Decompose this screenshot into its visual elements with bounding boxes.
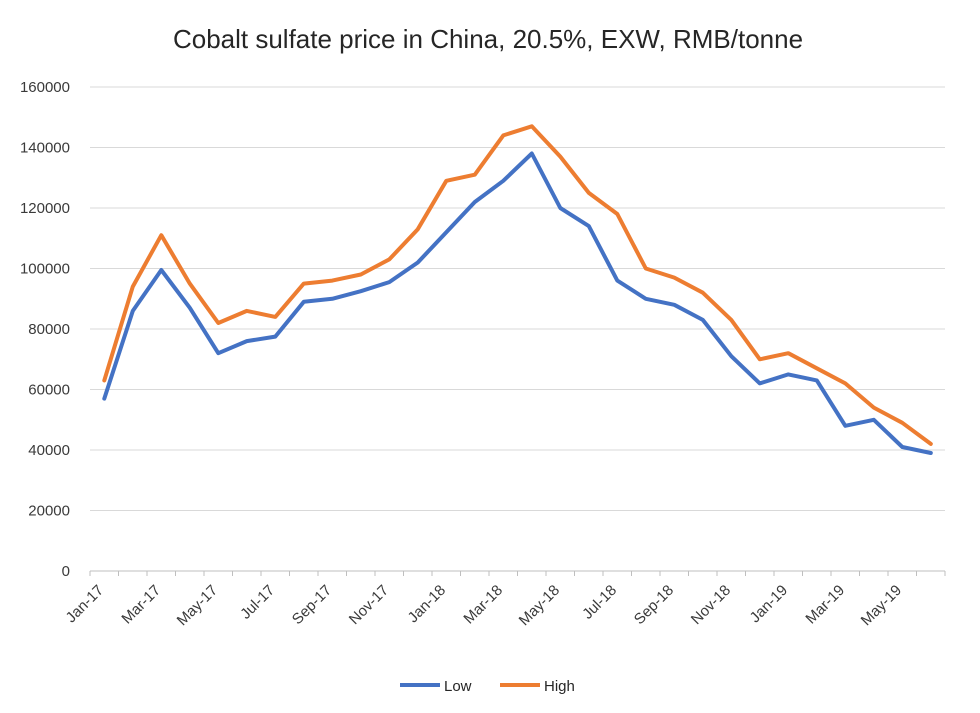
- legend: Low High: [400, 678, 575, 695]
- y-tick-label: 0: [62, 563, 70, 580]
- y-tick-label: 160000: [20, 79, 70, 96]
- x-tick-label: Mar-18: [460, 582, 506, 628]
- x-tick-label: Mar-17: [118, 582, 164, 628]
- y-tick-label: 60000: [28, 382, 70, 399]
- x-tick-label: Nov-17: [346, 582, 392, 628]
- chart-title: Cobalt sulfate price in China, 20.5%, EX…: [173, 24, 803, 54]
- y-axis: 0 20000 40000 60000 80000 100000 120000 140000 1…: [20, 79, 70, 580]
- y-tick-label: 140000: [20, 140, 70, 157]
- x-tick-label: May-19: [858, 582, 905, 629]
- x-tick-label: Mar-19: [802, 582, 848, 628]
- x-axis: Jan-17 Mar-17 May-17 Jul-17 Sep-17 Nov-17 Jan-…: [63, 570, 946, 629]
- x-tick-label: Jan-17: [63, 582, 107, 626]
- series-line-low: [102, 151, 933, 455]
- x-tick-label: Nov-18: [688, 582, 734, 628]
- x-tick-label: May-18: [516, 582, 563, 629]
- y-tick-label: 80000: [28, 321, 70, 338]
- x-tick-label: Jul-18: [579, 582, 620, 623]
- y-tick-label: 40000: [28, 442, 70, 459]
- y-tick-label: 100000: [20, 261, 70, 278]
- series-line-high: [102, 124, 933, 446]
- x-tick-label: Jul-17: [237, 582, 278, 623]
- y-tick-label: 120000: [20, 200, 70, 217]
- x-tick-label: Jan-18: [405, 582, 449, 626]
- x-tick-label: Jan-19: [747, 582, 791, 626]
- x-tick-label: May-17: [174, 582, 221, 629]
- gridlines: [90, 86, 945, 511]
- x-tick-label: Sep-17: [289, 582, 335, 628]
- x-tick-label: Sep-18: [631, 582, 677, 628]
- legend-label-low: Low: [444, 678, 472, 695]
- series-lines: [102, 124, 933, 455]
- y-tick-label: 20000: [28, 503, 70, 520]
- legend-label-high: High: [544, 678, 575, 695]
